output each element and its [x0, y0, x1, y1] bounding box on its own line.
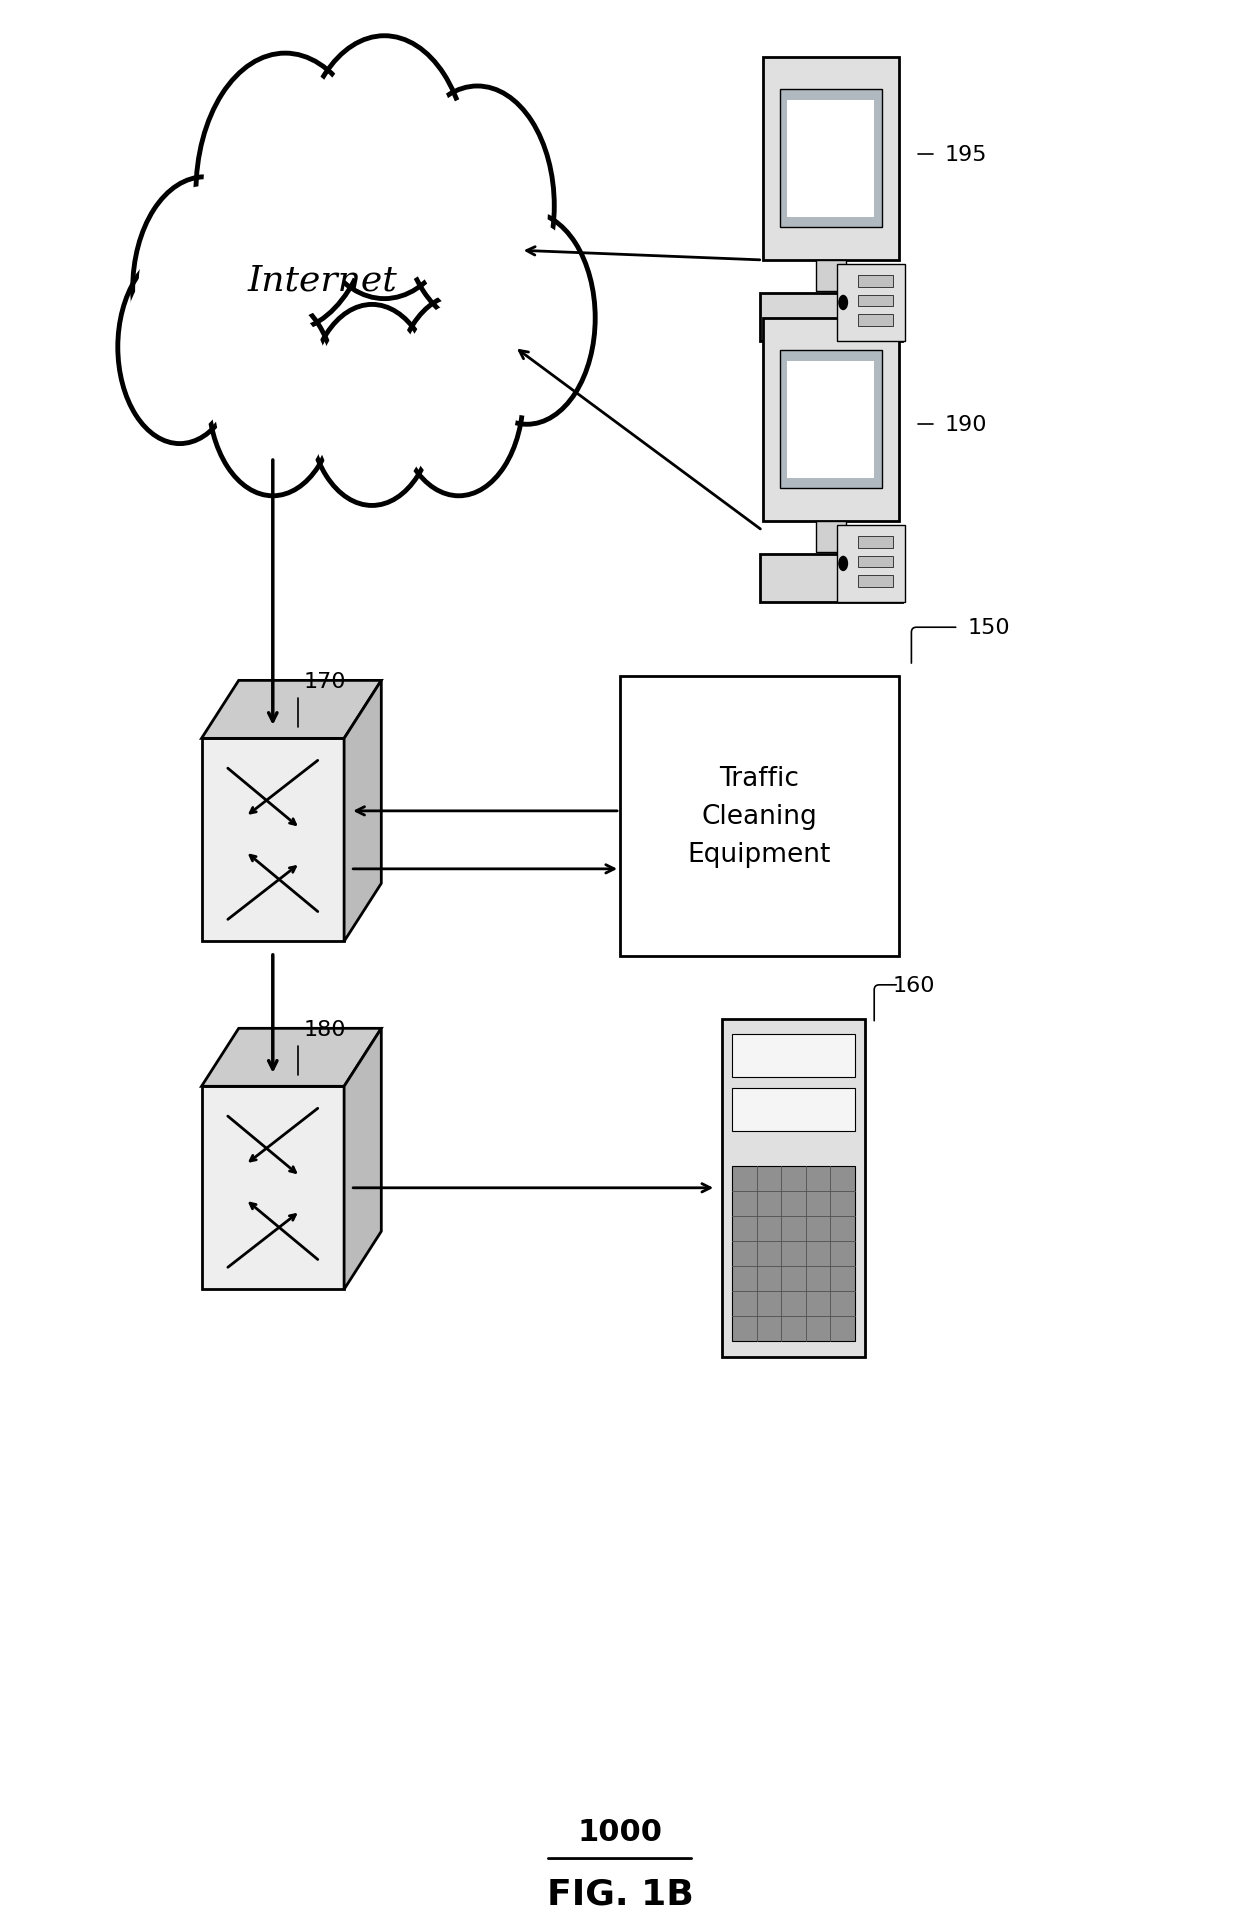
- Polygon shape: [201, 1028, 382, 1086]
- Circle shape: [300, 37, 469, 299]
- Circle shape: [401, 87, 554, 327]
- Circle shape: [133, 178, 277, 402]
- Circle shape: [838, 556, 848, 572]
- FancyBboxPatch shape: [858, 537, 893, 549]
- Circle shape: [306, 46, 463, 290]
- Circle shape: [753, 1179, 766, 1198]
- FancyBboxPatch shape: [732, 1090, 856, 1132]
- FancyBboxPatch shape: [763, 58, 899, 261]
- Circle shape: [123, 259, 237, 437]
- Circle shape: [464, 220, 590, 417]
- Circle shape: [734, 1177, 749, 1200]
- Text: Traffic
Cleaning
Equipment: Traffic Cleaning Equipment: [688, 765, 831, 867]
- FancyBboxPatch shape: [732, 1167, 856, 1341]
- Circle shape: [196, 54, 374, 332]
- Polygon shape: [345, 680, 382, 943]
- Polygon shape: [201, 1086, 345, 1291]
- Polygon shape: [345, 1028, 382, 1291]
- Circle shape: [308, 305, 436, 506]
- FancyBboxPatch shape: [816, 522, 846, 553]
- FancyBboxPatch shape: [780, 91, 882, 228]
- FancyBboxPatch shape: [837, 265, 905, 342]
- Text: 180: 180: [304, 1020, 346, 1039]
- FancyBboxPatch shape: [780, 352, 882, 489]
- Circle shape: [118, 251, 242, 444]
- Text: 1000: 1000: [578, 1816, 662, 1847]
- FancyBboxPatch shape: [858, 315, 893, 327]
- FancyBboxPatch shape: [722, 1020, 866, 1356]
- Text: 195: 195: [945, 145, 987, 164]
- FancyBboxPatch shape: [858, 576, 893, 587]
- FancyBboxPatch shape: [816, 261, 846, 292]
- Text: 170: 170: [304, 672, 346, 692]
- Text: 190: 190: [945, 415, 987, 435]
- FancyBboxPatch shape: [732, 1036, 856, 1076]
- Circle shape: [139, 187, 270, 392]
- Circle shape: [208, 296, 337, 497]
- Circle shape: [394, 296, 523, 497]
- FancyBboxPatch shape: [837, 526, 905, 603]
- Circle shape: [407, 97, 548, 317]
- Text: FIG. 1B: FIG. 1B: [547, 1876, 693, 1911]
- FancyBboxPatch shape: [620, 676, 899, 956]
- Circle shape: [399, 303, 518, 489]
- Circle shape: [838, 296, 848, 311]
- FancyBboxPatch shape: [763, 319, 899, 522]
- Polygon shape: [201, 680, 382, 738]
- FancyBboxPatch shape: [858, 276, 893, 288]
- Text: 150: 150: [967, 618, 1009, 638]
- Circle shape: [312, 313, 432, 498]
- FancyBboxPatch shape: [759, 294, 903, 342]
- Circle shape: [213, 303, 332, 489]
- FancyBboxPatch shape: [787, 100, 874, 218]
- Text: 160: 160: [893, 976, 935, 995]
- Circle shape: [203, 66, 367, 321]
- Polygon shape: [201, 738, 345, 943]
- Circle shape: [459, 213, 595, 425]
- Text: Internet: Internet: [248, 263, 397, 298]
- FancyBboxPatch shape: [787, 361, 874, 479]
- FancyBboxPatch shape: [759, 554, 903, 603]
- FancyBboxPatch shape: [858, 556, 893, 568]
- FancyBboxPatch shape: [858, 296, 893, 307]
